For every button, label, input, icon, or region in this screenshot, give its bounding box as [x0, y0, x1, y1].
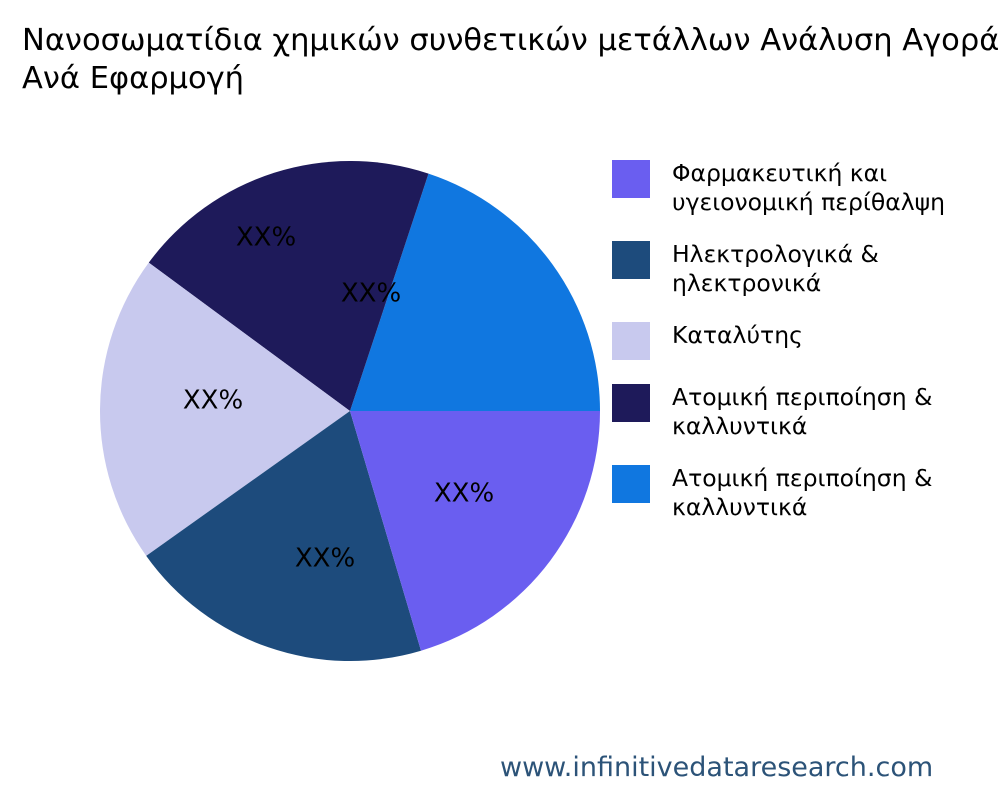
pie-slice-label: XX% [295, 544, 355, 574]
legend-swatch-pharmaceutical [612, 160, 650, 198]
legend-item[interactable]: Ηλεκτρολογικά & ηλεκτρονικά [612, 239, 1000, 298]
legend-item[interactable]: Ατομική περιποίηση & καλλυντικά [612, 463, 1000, 522]
legend-swatch-electrical [612, 241, 650, 279]
chart-legend: Φαρμακευτική και υγειονομική περίθαλψη Ηλ… [612, 158, 1000, 544]
legend-item-label: Ηλεκτρολογικά & ηλεκτρονικά [672, 240, 879, 297]
pie-slice-label: XX% [236, 223, 296, 253]
legend-item-label: Καταλύτης [672, 321, 803, 349]
pie-slice[interactable] [350, 173, 600, 411]
legend-item-label: Φαρμακευτική και υγειονομική περίθαλψη [672, 159, 946, 216]
pie-plot-area: XX% XX% XX% XX% XX% [100, 161, 600, 661]
chart-title: Νανοσωματίδια χημικών συνθετικών μετάλλω… [22, 23, 1000, 96]
pie-slice[interactable] [148, 161, 429, 411]
legend-item[interactable]: Φαρμακευτική και υγειονομική περίθαλψη [612, 158, 1000, 217]
legend-item-label: Ατομική περιποίηση & καλλυντικά [672, 464, 933, 521]
legend-item-label: Ατομική περιποίηση & καλλυντικά [672, 383, 933, 440]
pie-slice-label: XX% [341, 279, 401, 309]
legend-swatch-catalyst [612, 322, 650, 360]
legend-item[interactable]: Καταλύτης [612, 320, 1000, 360]
pie-svg: XX% XX% XX% XX% XX% [100, 161, 600, 661]
pie-slice-label-group: XX% XX% XX% XX% XX% [183, 223, 494, 574]
source-url[interactable]: www.infinitivedataresearch.com [500, 752, 934, 783]
legend-swatch-personal-care-1 [612, 384, 650, 422]
pie-slice-label: XX% [183, 386, 243, 416]
pie-slice[interactable] [100, 262, 350, 556]
pie-slice-group [100, 161, 600, 661]
pie-slice-label: XX% [434, 479, 494, 509]
legend-item[interactable]: Ατομική περιποίηση & καλλυντικά [612, 382, 1000, 441]
legend-swatch-personal-care-2 [612, 465, 650, 503]
pie-slice[interactable] [350, 411, 600, 651]
pie-slice[interactable] [146, 411, 422, 661]
